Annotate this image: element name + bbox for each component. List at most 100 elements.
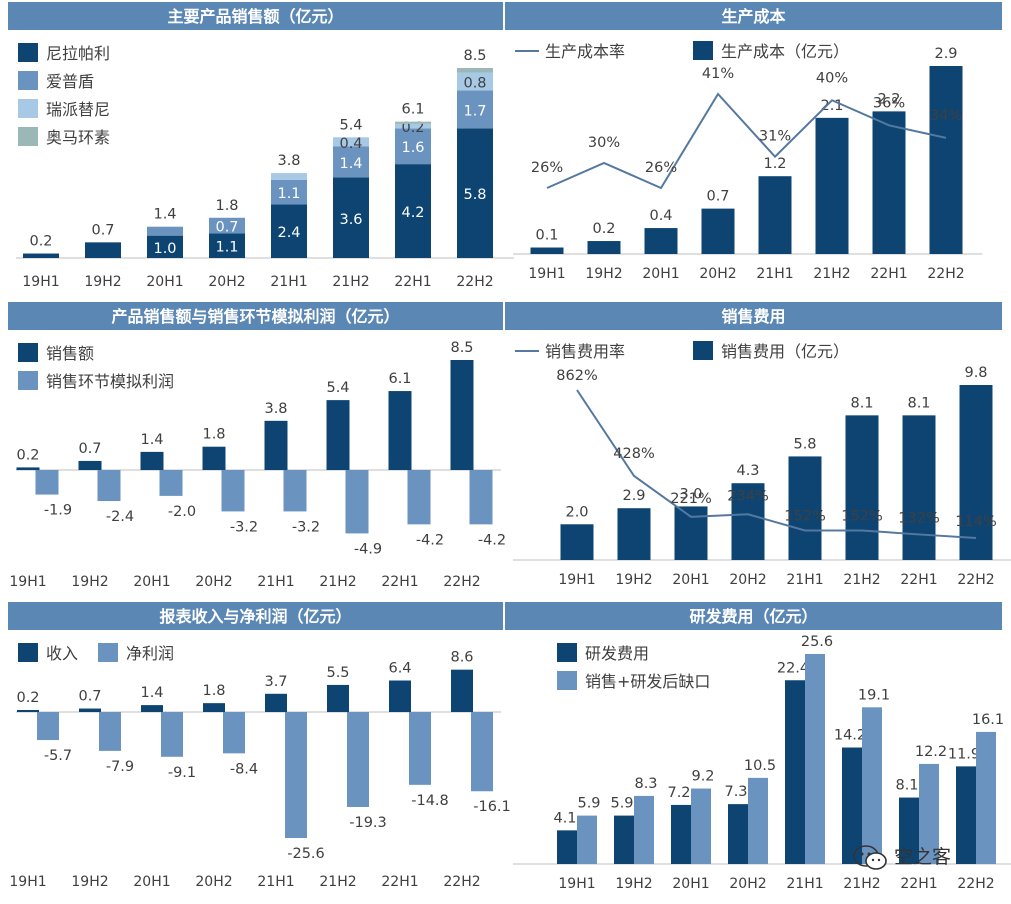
x-tick-label: 21H1 bbox=[257, 574, 294, 590]
x-tick-label: 19H2 bbox=[615, 876, 652, 892]
line-label: 152% bbox=[784, 508, 825, 524]
data-label: 5.8 bbox=[793, 436, 816, 452]
bar-rd bbox=[899, 797, 919, 864]
data-label: 1.4 bbox=[140, 685, 163, 701]
x-tick-label: 20H2 bbox=[195, 574, 232, 590]
data-label: 6.4 bbox=[388, 661, 411, 677]
bar-net-profit bbox=[471, 712, 493, 792]
x-tick-label: 21H1 bbox=[257, 874, 294, 890]
line-label: 41% bbox=[702, 66, 734, 82]
data-label: 12.2 bbox=[915, 744, 947, 760]
line-series bbox=[546, 92, 947, 190]
x-tick-label: 21H2 bbox=[843, 572, 880, 588]
data-label: 8.3 bbox=[634, 776, 657, 792]
data-label: 3.8 bbox=[264, 401, 287, 417]
x-tick-label: 22H2 bbox=[927, 266, 964, 282]
data-label: 5.9 bbox=[610, 796, 633, 812]
data-label: 1.8 bbox=[202, 683, 225, 699]
bar-segment bbox=[271, 204, 307, 258]
data-label: 25.6 bbox=[801, 634, 833, 650]
watermark-text: 空之客 bbox=[894, 846, 952, 868]
bar bbox=[674, 506, 708, 560]
data-label: -4.9 bbox=[354, 541, 382, 557]
chart-title-bar bbox=[8, 302, 503, 330]
x-tick-label: 19H2 bbox=[615, 572, 652, 588]
data-label: 2.2 bbox=[877, 91, 900, 107]
bar-segment bbox=[333, 177, 369, 258]
chart-title: 主要产品销售额（亿元） bbox=[167, 7, 343, 26]
data-label: -4.2 bbox=[416, 532, 444, 548]
chart-rd-expense: 研发费用（亿元） 研发费用 销售+研发后缺口 19H1 19H2 20H1 20H2 21H1… bbox=[505, 602, 1011, 894]
x-tick-label: 22H2 bbox=[957, 572, 994, 588]
line-label: 26% bbox=[645, 160, 677, 176]
total-label: 5.4 bbox=[339, 117, 362, 133]
bar-net-profit bbox=[409, 712, 431, 785]
x-tick-label: 21H1 bbox=[270, 274, 307, 290]
x-tick-label: 19H1 bbox=[558, 876, 595, 892]
x-tick-label: 20H2 bbox=[195, 874, 232, 890]
data-label: 2.4 bbox=[277, 225, 300, 241]
x-tick-label: 19H1 bbox=[558, 572, 595, 588]
chart-title-bar bbox=[8, 2, 503, 30]
chart-revenue-net-profit-svg: 报表收入与净利润（亿元） 收入 净利润 19H1 19H2 20H1 20H2 21H1 21H… bbox=[8, 602, 511, 890]
data-label: -1.9 bbox=[44, 503, 72, 519]
x-tick-label: 21H1 bbox=[756, 266, 793, 282]
data-label: 0.4 bbox=[649, 208, 672, 224]
bar bbox=[731, 483, 765, 560]
data-label: 4.1 bbox=[553, 810, 576, 826]
legend-swatch bbox=[18, 643, 38, 662]
bar-profit bbox=[159, 470, 183, 496]
bar-segment bbox=[395, 128, 431, 165]
bar-segment bbox=[457, 128, 493, 258]
data-label: 5.4 bbox=[326, 380, 349, 396]
bar bbox=[872, 111, 906, 255]
bar-segment bbox=[395, 123, 431, 129]
chart-title: 研发费用（亿元） bbox=[689, 607, 817, 626]
data-label: -4.2 bbox=[478, 532, 506, 548]
chart-title-bar bbox=[505, 302, 1002, 330]
total-label: 6.1 bbox=[401, 102, 424, 118]
data-label: 1.1 bbox=[215, 240, 238, 256]
x-tick-label: 22H1 bbox=[900, 876, 937, 892]
x-tick-label: 22H1 bbox=[381, 874, 418, 890]
data-label: -5.7 bbox=[44, 748, 72, 764]
legend-swatch bbox=[18, 371, 38, 390]
bar bbox=[902, 415, 936, 560]
x-tick-label: 21H2 bbox=[319, 874, 356, 890]
bar-sales bbox=[264, 420, 288, 470]
data-label: -3.2 bbox=[292, 519, 320, 535]
data-label: 8.5 bbox=[450, 340, 473, 356]
data-label: 1.8 bbox=[202, 427, 225, 443]
legend-label: 生产成本率 bbox=[545, 42, 625, 61]
data-label: 5.8 bbox=[463, 187, 486, 203]
data-label: 0.8 bbox=[463, 75, 486, 91]
x-tick-label: 19H1 bbox=[9, 574, 46, 590]
bar-rd bbox=[785, 680, 805, 864]
bar-gap bbox=[577, 815, 597, 864]
bar-revenue bbox=[203, 703, 225, 712]
bar-profit bbox=[221, 470, 245, 512]
chart-title: 生产成本 bbox=[721, 7, 785, 26]
data-label: 19.1 bbox=[858, 687, 890, 703]
bar bbox=[560, 524, 594, 560]
total-label: 1.4 bbox=[153, 207, 176, 223]
bar-net-profit bbox=[285, 712, 307, 838]
data-label: 2.9 bbox=[622, 488, 645, 504]
x-tick-label: 19H1 bbox=[9, 874, 46, 890]
x-tick-label: 22H1 bbox=[900, 572, 937, 588]
data-label: 9.2 bbox=[691, 769, 714, 785]
line-label: 221% bbox=[670, 491, 711, 507]
line-label: 34% bbox=[930, 108, 962, 124]
line-label: 234% bbox=[727, 488, 768, 504]
data-label: 0.7 bbox=[78, 689, 101, 705]
data-label: 0.7 bbox=[706, 189, 729, 205]
x-tick-label: 22H1 bbox=[870, 266, 907, 282]
data-label: 11.9 bbox=[948, 746, 980, 762]
bar-rd bbox=[728, 804, 748, 864]
data-label: 8.6 bbox=[450, 650, 473, 666]
bar-net-profit bbox=[223, 712, 245, 754]
bar-profit bbox=[407, 470, 431, 525]
data-label: 0.2 bbox=[16, 447, 39, 463]
